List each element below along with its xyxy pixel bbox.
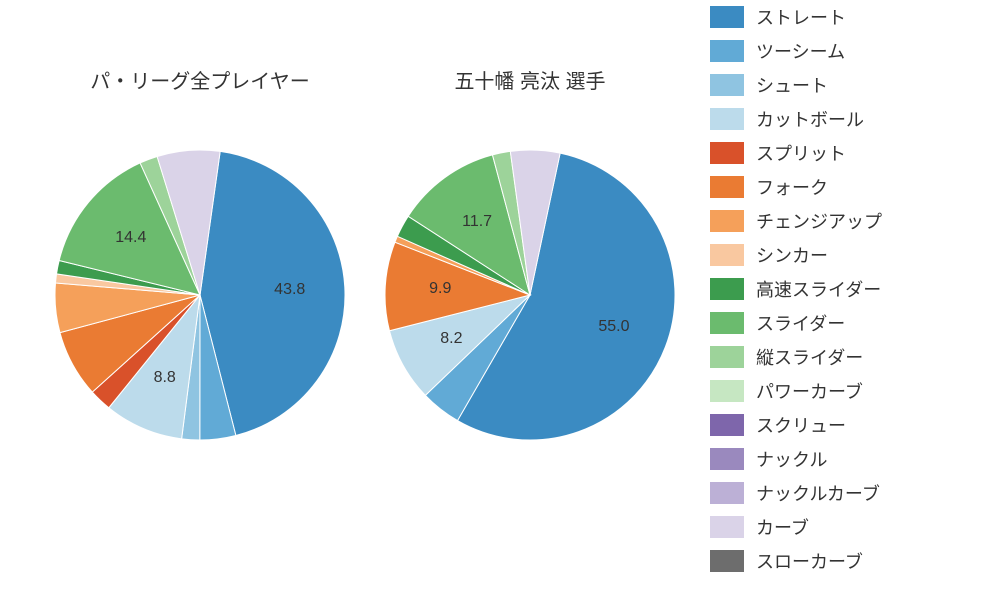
legend-label: スローカーブ [756, 548, 863, 574]
pie-svg [55, 150, 345, 440]
legend-item-hs_slider: 高速スライダー [710, 272, 980, 306]
chart-title-league: パ・リーグ全プレイヤー [70, 65, 330, 94]
legend-swatch [710, 380, 744, 402]
legend-item-curve: カーブ [710, 510, 980, 544]
legend-item-v_slider: 縦スライダー [710, 340, 980, 374]
legend-item-fork: フォーク [710, 170, 980, 204]
legend-item-changeup: チェンジアップ [710, 204, 980, 238]
legend-swatch [710, 142, 744, 164]
legend-label: チェンジアップ [756, 208, 882, 234]
legend-item-power_curve: パワーカーブ [710, 374, 980, 408]
legend-swatch [710, 210, 744, 232]
legend-item-sinker: シンカー [710, 238, 980, 272]
legend-swatch [710, 312, 744, 334]
legend-swatch [710, 482, 744, 504]
legend-label: ストレート [756, 4, 846, 30]
pie-chart-league: 43.88.814.4 [55, 150, 345, 440]
legend-label: スプリット [756, 140, 846, 166]
legend-swatch [710, 6, 744, 28]
legend-swatch [710, 40, 744, 62]
legend-label: 高速スライダー [756, 276, 881, 302]
legend-label: カーブ [756, 514, 809, 540]
legend-label: スライダー [756, 310, 845, 336]
legend-label: フォーク [756, 174, 828, 200]
legend-item-slider: スライダー [710, 306, 980, 340]
legend-label: 縦スライダー [756, 344, 863, 370]
legend-item-knuckle: ナックル [710, 442, 980, 476]
chart-title-player: 五十幡 亮汰 選手 [400, 65, 660, 94]
legend-label: パワーカーブ [756, 378, 863, 404]
pie-svg [385, 150, 675, 440]
legend-swatch [710, 346, 744, 368]
legend: ストレートツーシームシュートカットボールスプリットフォークチェンジアップシンカー… [710, 0, 980, 600]
chart-stage: パ・リーグ全プレイヤー 五十幡 亮汰 選手 43.88.814.4 55.08.… [0, 0, 1000, 600]
legend-label: シンカー [756, 242, 828, 268]
legend-item-split: スプリット [710, 136, 980, 170]
legend-label: ナックルカーブ [756, 480, 880, 506]
legend-swatch [710, 244, 744, 266]
legend-swatch [710, 108, 744, 130]
legend-swatch [710, 278, 744, 300]
pie-chart-player: 55.08.29.911.7 [385, 150, 675, 440]
legend-swatch [710, 448, 744, 470]
legend-swatch [710, 414, 744, 436]
legend-item-screw: スクリュー [710, 408, 980, 442]
legend-swatch [710, 516, 744, 538]
legend-label: ツーシーム [756, 38, 845, 64]
legend-label: カットボール [756, 106, 864, 132]
legend-item-shoot: シュート [710, 68, 980, 102]
legend-label: スクリュー [756, 412, 846, 438]
legend-item-slow_curve: スローカーブ [710, 544, 980, 578]
legend-item-two_seam: ツーシーム [710, 34, 980, 68]
legend-item-straight: ストレート [710, 0, 980, 34]
legend-label: ナックル [756, 446, 827, 472]
legend-swatch [710, 74, 744, 96]
legend-swatch [710, 550, 744, 572]
legend-item-cutball: カットボール [710, 102, 980, 136]
legend-swatch [710, 176, 744, 198]
legend-label: シュート [756, 72, 828, 98]
legend-item-knuckle_curve: ナックルカーブ [710, 476, 980, 510]
